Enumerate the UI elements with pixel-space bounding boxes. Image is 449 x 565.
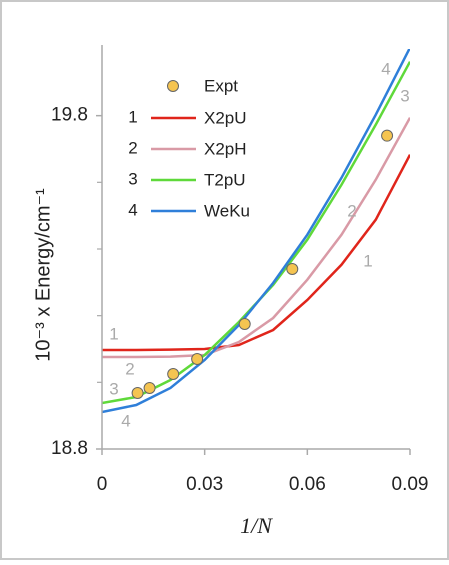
x-tick-label: 0.06 — [289, 474, 326, 495]
legend-label: WeKu — [204, 201, 250, 220]
expt-point — [167, 368, 180, 380]
expt-point — [143, 382, 156, 394]
legend-marker — [167, 80, 179, 92]
curve-label: 2 — [125, 359, 134, 378]
series-line — [102, 49, 410, 414]
legend-label: T2pU — [204, 170, 246, 189]
legend-label: Expt — [204, 76, 238, 95]
expt-point — [131, 387, 144, 399]
x-tick-label: 0.09 — [392, 474, 429, 495]
series-line — [102, 117, 410, 359]
expt-point — [286, 263, 299, 275]
series-line — [102, 154, 410, 352]
expt-point — [381, 129, 394, 142]
curve-label: 4 — [121, 411, 130, 430]
curve-label: 1 — [109, 324, 118, 343]
y-tick-label: 19.8 — [51, 105, 88, 126]
legend-number: 1 — [128, 107, 137, 126]
x-tick-label: 0.03 — [186, 474, 223, 495]
expt-point — [238, 318, 251, 330]
legend-label: X2pU — [204, 108, 247, 127]
curve-label: 3 — [109, 379, 118, 398]
y-axis-title: 10⁻³ x Energy/cm⁻¹ — [32, 188, 54, 362]
legend-label: X2pH — [204, 139, 247, 158]
legend-number: 2 — [128, 138, 137, 157]
legend-number: 4 — [128, 200, 137, 219]
curve-label: 3 — [400, 86, 409, 105]
x-tick-label: 0 — [97, 474, 108, 495]
expt-point — [191, 353, 204, 365]
curve-label: 4 — [381, 59, 390, 78]
curve-label: 2 — [347, 201, 356, 220]
legend-number: 3 — [128, 169, 137, 188]
y-tick-label: 18.8 — [51, 438, 88, 459]
x-axis-title: 1/N — [240, 513, 273, 538]
curve-label: 1 — [363, 251, 372, 270]
